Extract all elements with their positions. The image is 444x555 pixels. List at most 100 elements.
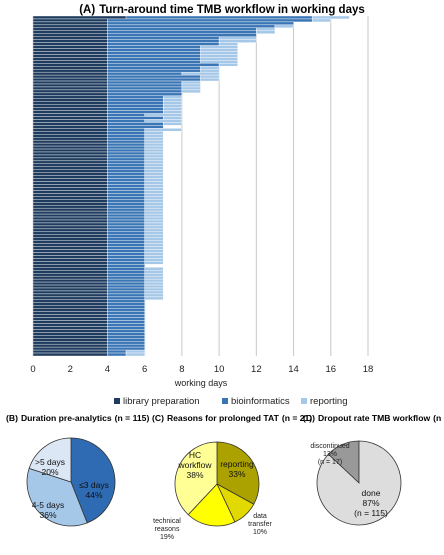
- slice-value-data-transfer: 10%: [253, 529, 267, 536]
- bar-bioinformatics-row-114: [107, 349, 127, 354]
- slice-label-data-transfer-line1: data: [253, 513, 267, 520]
- panel-a-legend: library preparation bioinformatics repor…: [114, 396, 348, 407]
- x-tick-label-16: 16: [325, 364, 336, 375]
- panel-d-n: (n = 132): [433, 413, 444, 423]
- bar-bioinformatics-row-106: [107, 326, 145, 330]
- bar-library-preparation-row-24: [32, 83, 108, 88]
- bar-reporting-row-67: [144, 210, 164, 215]
- bar-bioinformatics-row-36: [107, 119, 145, 123]
- bar-library-preparation-row-102: [32, 314, 108, 318]
- slice-label-technical-reasons-line1: technical: [153, 518, 181, 525]
- bar-library-preparation-row-54: [32, 172, 108, 176]
- slice-value-4-5-days: 36%: [39, 510, 56, 520]
- bar-bioinformatics-row-38: [107, 125, 164, 129]
- bar-bioinformatics-row-8: [107, 36, 220, 40]
- bar-library-preparation-row-103: [32, 317, 108, 321]
- bar-reporting-row-77: [144, 240, 164, 244]
- bar-reporting-row-30: [163, 101, 183, 105]
- bar-library-preparation-row-23: [32, 80, 108, 85]
- bar-library-preparation-row-107: [32, 329, 108, 333]
- bar-reporting-row-93: [144, 287, 164, 292]
- bar-library-preparation-row-90: [32, 278, 108, 283]
- bar-reporting-row-55: [144, 175, 164, 179]
- bar-reporting-row-6: [256, 30, 276, 34]
- bar-library-preparation-row-37: [32, 122, 108, 126]
- bar-library-preparation-row-7: [32, 33, 108, 37]
- pie-slice-c-4: [174, 441, 218, 516]
- slice-label-reporting: reporting: [220, 459, 254, 469]
- bar-library-preparation-row-47: [32, 151, 108, 156]
- bar-library-preparation-row-81: [32, 252, 108, 256]
- slice-value-gt5-days: 20%: [41, 467, 58, 477]
- slice-value-reporting: 33%: [228, 469, 245, 479]
- bar-bioinformatics-row-77: [107, 240, 145, 244]
- bar-library-preparation-row-94: [32, 290, 108, 295]
- bar-bioinformatics-row-23: [107, 80, 183, 85]
- bar-reporting-row-68: [144, 213, 164, 218]
- bar-bioinformatics-row-65: [107, 205, 145, 209]
- bar-bioinformatics-row-40: [107, 131, 145, 135]
- panel-b: (B) Duration pre-analytics (n = 115) ≤3 da…: [6, 413, 149, 527]
- legend-swatch-library-preparation: [114, 398, 120, 404]
- slice-value-done: 87%: [362, 498, 379, 508]
- bar-library-preparation-row-25: [32, 86, 108, 91]
- bar-library-preparation-row-5: [32, 27, 108, 31]
- bar-library-preparation-row-48: [32, 154, 108, 159]
- bar-bioinformatics-row-95: [107, 293, 145, 298]
- panel-b-label: (B): [6, 413, 18, 423]
- bar-bioinformatics-row-10: [107, 42, 220, 46]
- bar-bioinformatics-row-33: [107, 110, 164, 114]
- panel-a-x-axis-label: working days: [174, 378, 228, 388]
- bar-reporting-row-32: [163, 107, 183, 111]
- bar-library-preparation-row-104: [32, 320, 108, 324]
- bar-library-preparation-row-85: [32, 264, 108, 268]
- bar-bioinformatics-row-12: [107, 48, 201, 52]
- bar-bioinformatics-row-41: [107, 134, 145, 138]
- panel-a-label: (A): [79, 4, 95, 16]
- bar-bioinformatics-row-49: [107, 157, 145, 162]
- bar-bioinformatics-row-84: [107, 261, 145, 265]
- bar-bioinformatics-row-115: [107, 352, 127, 357]
- bar-reporting-row-10: [218, 42, 238, 46]
- bar-reporting-row-61: [144, 193, 164, 197]
- bar-bioinformatics-row-30: [107, 101, 164, 105]
- bar-bioinformatics-row-113: [107, 346, 145, 351]
- bar-library-preparation-row-100: [32, 308, 108, 312]
- bar-library-preparation-row-18: [32, 66, 108, 70]
- bar-library-preparation-row-14: [32, 54, 108, 58]
- bar-library-preparation-row-57: [32, 181, 108, 185]
- bar-reporting-row-42: [144, 137, 164, 141]
- bar-reporting-row-62: [144, 196, 164, 200]
- bar-reporting-row-12: [200, 48, 238, 52]
- bar-reporting-row-23: [181, 80, 201, 85]
- bar-library-preparation-row-41: [32, 134, 108, 138]
- bar-library-preparation-row-106: [32, 326, 108, 330]
- bar-bioinformatics-row-76: [107, 237, 145, 241]
- bar-bioinformatics-row-18: [107, 66, 201, 70]
- bar-library-preparation-row-9: [32, 39, 108, 43]
- bar-bioinformatics-row-93: [107, 287, 145, 292]
- bar-library-preparation-row-59: [32, 187, 108, 191]
- bar-bioinformatics-row-64: [107, 202, 145, 206]
- bar-library-preparation-row-96: [32, 296, 108, 301]
- bar-reporting-row-18: [200, 66, 220, 70]
- bar-library-preparation-row-40: [32, 131, 108, 135]
- bar-reporting-row-33: [163, 110, 183, 114]
- bar-bioinformatics-row-22: [107, 77, 201, 82]
- bar-reporting-row-9: [218, 39, 257, 43]
- bar-bioinformatics-row-53: [107, 169, 145, 173]
- bar-library-preparation-row-92: [32, 284, 108, 289]
- bar-library-preparation-row-12: [32, 48, 108, 52]
- bar-reporting-row-40: [144, 131, 164, 135]
- bar-reporting-row-31: [163, 104, 183, 108]
- panel-d-title: (D)Dropout rate TMB workflow(n = 132): [303, 413, 444, 423]
- bar-bioinformatics-row-96: [107, 296, 145, 301]
- x-tick-label-12: 12: [251, 364, 262, 375]
- bar-bioinformatics-row-20: [107, 71, 183, 76]
- bar-library-preparation-row-80: [32, 249, 108, 253]
- bar-library-preparation-row-32: [32, 107, 108, 111]
- bar-library-preparation-row-113: [32, 346, 108, 351]
- bar-library-preparation-row-49: [32, 157, 108, 162]
- bar-library-preparation-row-101: [32, 311, 108, 315]
- bar-library-preparation-row-53: [32, 169, 108, 173]
